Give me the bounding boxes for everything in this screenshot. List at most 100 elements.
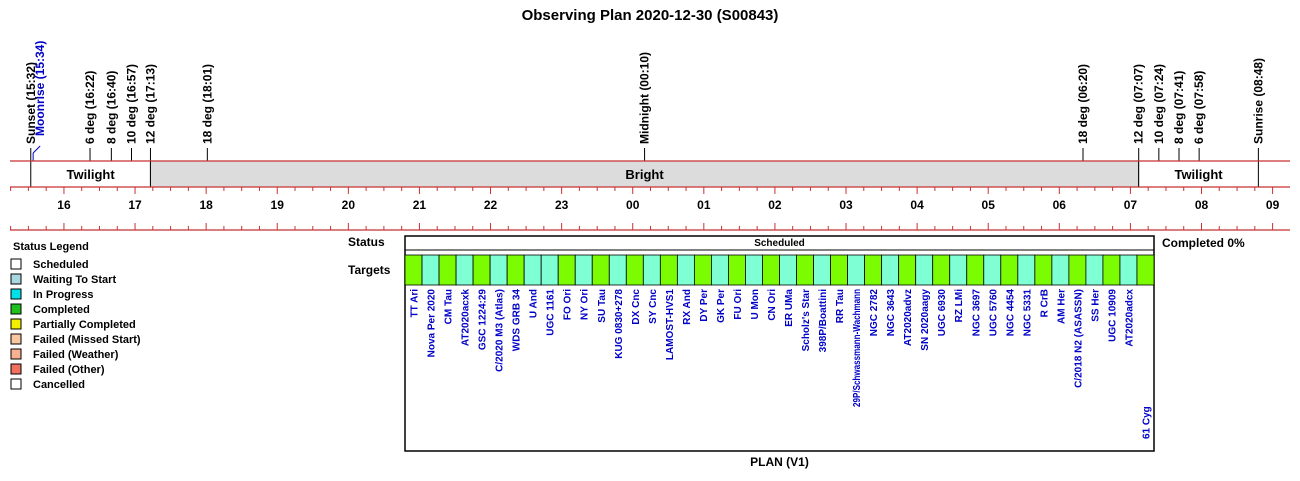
target-block xyxy=(1051,254,1070,286)
legend-label: In Progress xyxy=(33,289,94,301)
legend-label: Failed (Weather) xyxy=(33,349,119,361)
target-entry: ER UMa xyxy=(779,254,797,327)
band-rect xyxy=(149,160,1140,188)
target-label: UGC 10909 xyxy=(1107,289,1118,342)
target-label: WDS GRB 34 xyxy=(512,289,523,352)
event-label: 10 deg (07:24) xyxy=(1152,64,1166,144)
event-label: 6 deg (07:58) xyxy=(1192,71,1206,144)
target-label: UGC 6930 xyxy=(937,289,948,337)
event-marker: 6 deg (16:22) xyxy=(83,71,97,161)
target-block xyxy=(540,254,559,286)
target-label: NGC 4454 xyxy=(1005,289,1016,337)
legend-swatch xyxy=(10,288,22,300)
legend-swatch xyxy=(10,318,22,330)
target-block xyxy=(1068,254,1087,286)
time-axis: 16 17 18 19 20 21 22 23 00 01 02 03 04 05 06 07 08 09 xyxy=(10,160,1290,231)
target-block xyxy=(1000,254,1019,286)
event-label: 8 deg (07:41) xyxy=(1172,71,1186,144)
legend-label: Scheduled xyxy=(33,259,89,271)
target-block xyxy=(796,254,814,286)
target-block xyxy=(693,254,712,286)
event-marker: 10 deg (16:57) xyxy=(124,64,138,161)
target-label: SU Tau xyxy=(597,289,608,323)
event-label: Sunset (15:32) xyxy=(24,62,38,144)
hour-tick-label: 06 xyxy=(1053,198,1067,212)
hour-tick-label: 19 xyxy=(271,198,285,212)
status-legend: Status Legend Scheduled Waiting To Start In… xyxy=(10,241,141,391)
hour-tick-label: 18 xyxy=(199,198,213,212)
target-block xyxy=(591,254,610,286)
event-marker: 6 deg (07:58) xyxy=(1192,71,1206,161)
target-block xyxy=(1102,254,1121,286)
event-label: 18 deg (06:20) xyxy=(1076,64,1090,144)
hour-tick-label: 05 xyxy=(982,198,996,212)
chart-title: Observing Plan 2020-12-30 (S00843) xyxy=(522,7,779,24)
hour-tick-label: 16 xyxy=(57,198,71,212)
event-marker: Sunset (15:32) xyxy=(24,62,38,161)
target-block xyxy=(932,254,951,286)
target-label: CN Ori xyxy=(767,289,778,321)
target-label: SS Her xyxy=(1090,289,1101,322)
target-label: 398P/Boattini xyxy=(818,289,829,353)
target-label: UGC 5760 xyxy=(988,289,999,337)
target-block xyxy=(523,254,542,286)
target-label: AT2020acxk xyxy=(461,289,472,347)
target-label: AT2020adcx xyxy=(1124,289,1135,347)
event-label: 18 deg (18:01) xyxy=(200,64,214,144)
plan-panel: Status Scheduled Completed 0% Targets PLAN (… xyxy=(348,235,1245,469)
target-label: 29P/Schwassmann-Wachmann xyxy=(852,289,863,407)
target-block xyxy=(728,254,746,286)
target-block xyxy=(438,254,457,286)
hour-tick-label: 03 xyxy=(839,198,853,212)
legend-swatch xyxy=(10,348,22,360)
target-label: U Mon xyxy=(750,289,761,320)
target-entry: NGC 2782 xyxy=(864,254,883,336)
event-label: 8 deg (16:40) xyxy=(104,71,118,144)
hour-tick-label: 02 xyxy=(768,198,782,212)
legend-item: Failed (Missed Start) xyxy=(10,333,141,346)
event-label: Sunrise (08:48) xyxy=(1251,58,1265,144)
status-bar-text: Scheduled xyxy=(754,238,805,249)
target-label: C/2020 M3 (Atlas) xyxy=(495,289,506,372)
target-block xyxy=(881,254,900,286)
target-entry: 61 Cyg xyxy=(1136,254,1155,439)
target-label: FU Ori xyxy=(733,289,744,320)
target-label: AM Her xyxy=(1056,289,1067,324)
target-block xyxy=(1119,254,1138,286)
target-block xyxy=(813,254,831,286)
target-block xyxy=(864,254,883,286)
event-leader xyxy=(32,145,41,154)
hour-tick-label: 21 xyxy=(413,198,427,212)
hour-tick-label: 23 xyxy=(555,198,569,212)
target-label: R CrB xyxy=(1039,289,1050,317)
target-entry: AT2020advz xyxy=(898,254,917,346)
target-label: 61 Cyg xyxy=(1141,406,1152,439)
target-label: NGC 5331 xyxy=(1022,289,1033,337)
hour-tick-label: 07 xyxy=(1124,198,1138,212)
hour-tick-label: 22 xyxy=(484,198,498,212)
event-label: 12 deg (17:13) xyxy=(143,64,157,144)
target-block xyxy=(830,254,848,286)
target-label: FO Ori xyxy=(563,289,574,320)
legend-item: Partially Completed xyxy=(10,318,136,331)
target-label: RR Tau xyxy=(835,289,846,323)
event-marker: Moonrise (15:34) xyxy=(32,41,47,161)
target-label: Nova Per 2020 xyxy=(427,289,438,358)
legend-label: Partially Completed xyxy=(33,319,136,331)
target-block xyxy=(557,254,576,286)
target-entry: CN Ori xyxy=(762,254,780,321)
target-block xyxy=(472,254,491,286)
target-label: ER UMa xyxy=(784,289,795,327)
event-label: 12 deg (07:07) xyxy=(1132,64,1146,144)
target-block xyxy=(779,254,797,286)
legend-item: Cancelled xyxy=(10,378,85,391)
target-label: NY Ori xyxy=(580,289,591,320)
legend-item: Failed (Other) xyxy=(10,363,105,376)
target-block xyxy=(1136,254,1155,286)
target-label: TT Ari xyxy=(410,289,421,318)
target-block xyxy=(966,254,985,286)
target-label: LAMOST-HVS1 xyxy=(665,289,676,361)
target-block xyxy=(1085,254,1104,286)
target-block xyxy=(659,254,678,286)
legend-item: Waiting To Start xyxy=(10,273,116,286)
